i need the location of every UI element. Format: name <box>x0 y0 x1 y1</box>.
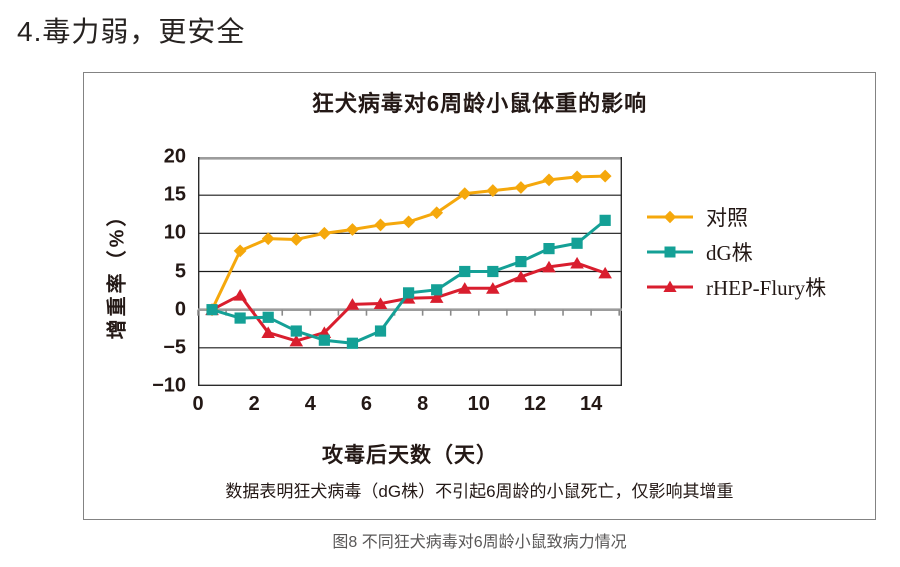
x-tick-label: 2 <box>248 393 260 415</box>
triangle-marker-icon <box>486 282 500 294</box>
triangle-marker-icon <box>261 326 275 338</box>
diamond-marker-icon <box>346 223 359 236</box>
legend-label: dG株 <box>706 241 753 265</box>
square-marker-icon <box>515 255 527 268</box>
triangle-marker-icon <box>373 297 388 309</box>
triangle-marker-icon <box>233 288 247 301</box>
y-tick-label: 15 <box>163 183 186 206</box>
triangle-marker-icon <box>598 266 612 279</box>
legend-item-dg-strain: dG株 <box>647 239 826 265</box>
diamond-marker-icon <box>289 233 303 246</box>
x-tick-label: 12 <box>523 393 547 415</box>
legend-label: 对照 <box>706 206 748 230</box>
square-marker-icon <box>318 334 330 346</box>
x-tick-label: 0 <box>192 393 204 415</box>
chart-legend: 对照 dG株 rHEP-Flury株 <box>647 204 826 300</box>
triangle-marker-icon <box>289 334 304 347</box>
triangle-marker-icon <box>457 282 472 294</box>
diamond-marker-icon <box>598 169 612 183</box>
square-marker-icon <box>431 284 443 296</box>
y-tick-label: 10 <box>163 221 186 244</box>
x-tick-label: 14 <box>579 393 603 415</box>
legend-label: rHEP-Flury株 <box>706 276 827 300</box>
diamond-marker-icon <box>317 226 331 240</box>
square-marker-icon <box>346 337 359 349</box>
square-marker-icon <box>234 312 246 324</box>
triangle-marker-icon <box>429 291 444 303</box>
diamond-marker-icon <box>458 187 472 201</box>
square-marker-icon <box>599 214 611 226</box>
triangle-marker-icon <box>542 260 556 273</box>
triangle-marker-icon <box>514 270 528 283</box>
square-marker-icon <box>290 325 302 337</box>
square-marker-icon <box>571 237 583 249</box>
y-tick-label: −10 <box>152 374 186 397</box>
square-marker-icon <box>459 265 471 278</box>
diamond-marker-icon <box>486 184 500 197</box>
y-tick-label: 5 <box>174 260 186 282</box>
legend-item-rhep-flury-strain: rHEP-Flury株 <box>647 274 826 300</box>
square-marker-icon <box>262 311 274 323</box>
square-marker-icon <box>206 304 218 316</box>
legend-triangle-icon <box>647 280 693 292</box>
legend-square-icon <box>647 246 693 258</box>
y-tick-label: 20 <box>163 145 186 168</box>
x-axis-title: 攻毒后天数（天） <box>322 444 498 467</box>
figure-note: 数据表明狂犬病毒（dG株）不引起6周龄的小鼠死亡，仅影响其增重 <box>225 482 734 501</box>
y-tick-label: 0 <box>174 298 186 321</box>
figure-box: 狂犬病毒对6周龄小鼠体重的影响 增重率（%） 攻毒后天数（天） 对照 dG株 rHE… <box>83 72 876 520</box>
square-marker-icon <box>374 325 387 337</box>
diamond-marker-icon <box>514 181 528 194</box>
figure-caption: 图8 不同狂犬病毒对6周龄小鼠致病力情况 <box>332 534 627 551</box>
x-tick-label: 6 <box>360 393 373 415</box>
square-marker-icon <box>402 287 415 299</box>
x-tick-label: 4 <box>304 393 316 415</box>
legend-diamond-icon <box>647 210 693 224</box>
x-tick-label: 8 <box>417 393 429 415</box>
triangle-marker-icon <box>345 298 360 310</box>
diamond-marker-icon <box>542 173 556 187</box>
line-chart-plot-area <box>197 156 622 387</box>
chart-title: 狂犬病毒对6周龄小鼠体重的影响 <box>311 91 648 116</box>
square-marker-icon <box>543 243 555 255</box>
diamond-marker-icon <box>570 170 584 184</box>
diamond-marker-icon <box>261 232 275 246</box>
triangle-marker-icon <box>570 256 584 269</box>
square-marker-icon <box>487 265 499 278</box>
legend-item-control: 对照 <box>647 204 826 230</box>
x-tick-label: 10 <box>467 393 490 415</box>
diamond-marker-icon <box>374 218 387 232</box>
diamond-marker-icon <box>430 206 444 220</box>
diamond-marker-icon <box>402 215 415 229</box>
diamond-marker-icon <box>233 244 247 258</box>
y-tick-label: −5 <box>163 336 186 359</box>
page-heading: 4.毒力弱，更安全 <box>17 16 246 47</box>
